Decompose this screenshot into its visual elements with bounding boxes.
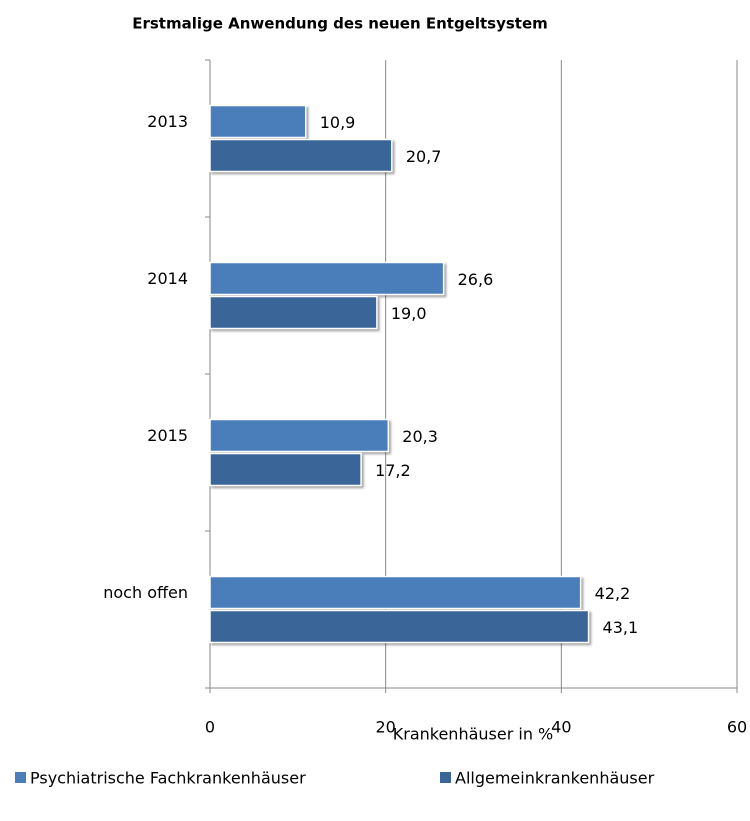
bar xyxy=(209,261,445,296)
value-label: 26,6 xyxy=(458,270,494,289)
x-tick-label: 60 xyxy=(727,718,747,737)
x-axis-label: Krankenhäuser in % xyxy=(393,725,554,744)
bar xyxy=(209,295,378,330)
bar xyxy=(209,575,582,610)
value-label: 20,3 xyxy=(402,427,438,446)
y-tick-label: 2015 xyxy=(147,426,188,445)
value-label: 10,9 xyxy=(320,113,356,132)
value-label: 42,2 xyxy=(595,584,631,603)
bar xyxy=(209,452,362,487)
legend-swatch xyxy=(440,772,451,783)
bar xyxy=(209,609,590,644)
legend-label: Psychiatrische Fachkrankenhäuser xyxy=(30,769,306,788)
legend-label: Allgemeinkrankenhäuser xyxy=(455,769,655,788)
value-label: 20,7 xyxy=(406,147,442,166)
value-label: 17,2 xyxy=(375,461,411,480)
bar xyxy=(209,418,390,453)
y-tick-label: 2013 xyxy=(147,112,188,131)
y-tick-label: 2014 xyxy=(147,269,188,288)
x-tick-label: 0 xyxy=(205,718,215,737)
y-tick-label: noch offen xyxy=(103,583,188,602)
x-tick-label: 40 xyxy=(551,718,571,737)
chart-title: Erstmalige Anwendung des neuen Entgeltsy… xyxy=(132,15,548,33)
bar xyxy=(209,104,307,139)
value-label: 19,0 xyxy=(391,304,427,323)
bar xyxy=(209,138,393,173)
value-label: 43,1 xyxy=(603,618,639,637)
x-tick-label: 20 xyxy=(375,718,395,737)
legend-swatch xyxy=(15,772,26,783)
